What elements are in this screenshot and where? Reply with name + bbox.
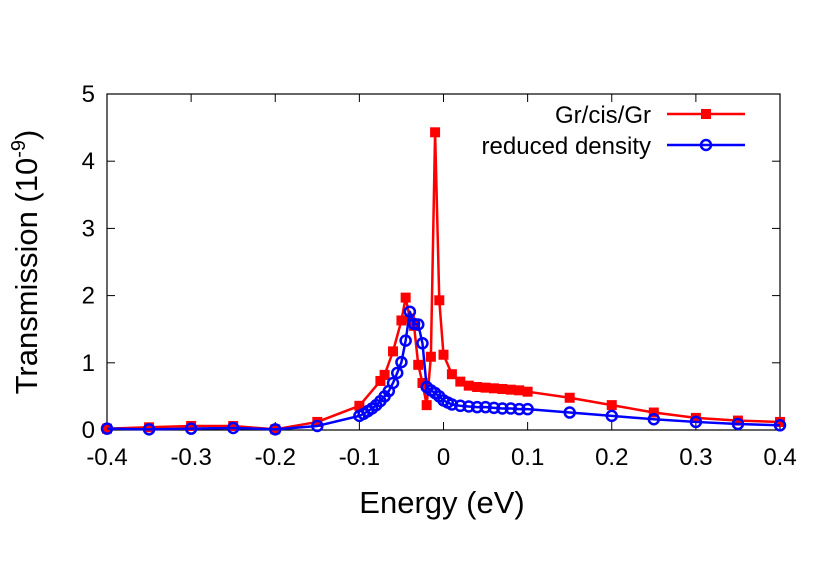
data-point xyxy=(399,334,412,347)
data-point xyxy=(184,422,198,435)
data-point xyxy=(388,346,399,357)
axis-tick-labels: -0.4 -0.3 -0.2 -0.1 0 0.1 0.2 0.3 0.4 0 1 2 3 4 5 xyxy=(82,81,797,471)
data-point xyxy=(446,369,457,380)
x-tick-label: 0.2 xyxy=(595,444,628,471)
data-point xyxy=(375,375,386,386)
data-point xyxy=(606,400,617,411)
y-tick-label: 2 xyxy=(82,283,95,310)
data-point xyxy=(386,376,400,390)
series-line xyxy=(106,310,781,431)
x-tick-label: -0.4 xyxy=(86,444,127,471)
data-point xyxy=(379,369,390,380)
y-tick-label: 5 xyxy=(82,81,95,108)
data-point xyxy=(480,382,491,393)
data-point xyxy=(732,415,743,426)
data-point xyxy=(496,402,509,415)
data-point xyxy=(186,420,197,431)
data-point xyxy=(504,402,518,415)
data-point xyxy=(354,400,365,411)
data-point xyxy=(416,337,429,350)
y-tick-label: 0 xyxy=(82,417,95,444)
y-tick-label: 4 xyxy=(82,148,95,175)
data-point xyxy=(403,305,417,318)
y-axis-label-exponent: -9 xyxy=(8,140,30,158)
legend-label: reduced density xyxy=(482,133,651,160)
legend-entry: Gr/cis/Gr xyxy=(555,102,745,129)
data-point xyxy=(311,419,324,433)
data-point xyxy=(689,415,703,429)
series-reduced-density xyxy=(100,305,787,436)
series-layer xyxy=(100,127,787,436)
x-tick-label: -0.1 xyxy=(339,444,380,471)
data-point xyxy=(400,292,411,303)
data-point xyxy=(648,407,659,418)
data-point xyxy=(505,384,516,395)
y-axis-label: Transmission (10-9) xyxy=(8,130,44,395)
data-point xyxy=(396,315,407,326)
data-point xyxy=(479,400,492,414)
axis-ticks xyxy=(106,93,781,431)
data-point xyxy=(775,416,785,427)
legend-marker xyxy=(699,138,713,152)
x-tick-label: 0 xyxy=(437,444,450,471)
data-point xyxy=(421,400,432,411)
series-line xyxy=(106,131,781,431)
series-gr-cis-gr xyxy=(102,127,785,435)
data-point xyxy=(425,351,436,362)
data-point xyxy=(100,422,114,435)
data-point xyxy=(102,423,112,434)
legend-marker xyxy=(701,109,711,119)
y-tick-label: 3 xyxy=(82,215,95,242)
data-point xyxy=(512,402,526,416)
data-point xyxy=(430,127,441,138)
data-point xyxy=(228,420,239,431)
data-point xyxy=(412,318,425,331)
data-point xyxy=(142,423,156,436)
y-tick-label: 1 xyxy=(82,350,95,377)
x-tick-label: 0.1 xyxy=(511,444,544,471)
data-point xyxy=(455,376,466,387)
y-axis-label-close: ) xyxy=(9,130,44,140)
data-point xyxy=(563,406,576,419)
data-point xyxy=(438,349,449,360)
data-point xyxy=(434,295,445,306)
data-point xyxy=(497,384,508,395)
legend: Gr/cis/Gr reduced density xyxy=(482,102,745,160)
x-tick-label: -0.3 xyxy=(170,444,211,471)
data-point xyxy=(731,417,745,431)
x-tick-label: -0.2 xyxy=(255,444,296,471)
data-point xyxy=(463,380,474,391)
data-point xyxy=(462,400,475,413)
data-point xyxy=(472,381,483,392)
data-point xyxy=(269,423,282,436)
legend-entry: reduced density xyxy=(482,133,745,160)
y-axis-label-main: Transmission (10 xyxy=(9,158,44,395)
x-axis-label: Energy (eV) xyxy=(359,485,524,520)
data-point xyxy=(413,359,424,370)
data-point xyxy=(521,402,534,416)
data-point xyxy=(605,409,618,423)
x-tick-label: 0.3 xyxy=(679,444,712,471)
data-point xyxy=(514,385,525,396)
data-point xyxy=(522,386,533,397)
data-point xyxy=(487,401,501,415)
data-point xyxy=(773,419,787,432)
data-point xyxy=(445,398,459,411)
data-point xyxy=(144,422,155,433)
data-point xyxy=(226,421,240,435)
legend-label: Gr/cis/Gr xyxy=(555,102,651,129)
data-point xyxy=(454,399,467,413)
data-point xyxy=(488,383,499,394)
data-point xyxy=(647,412,661,426)
data-point xyxy=(470,400,484,414)
data-point xyxy=(564,392,575,403)
data-point xyxy=(395,355,408,369)
x-tick-label: 0.4 xyxy=(763,444,796,471)
data-point xyxy=(390,366,404,380)
